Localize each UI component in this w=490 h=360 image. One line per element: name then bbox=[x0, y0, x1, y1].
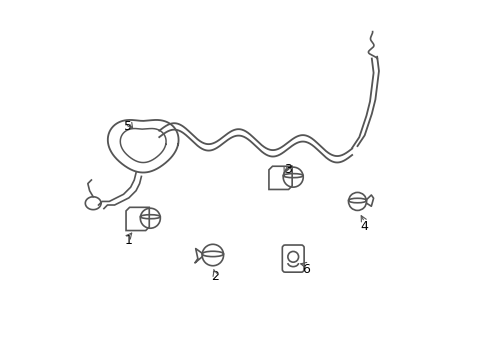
Text: 3: 3 bbox=[284, 163, 292, 176]
Text: 2: 2 bbox=[211, 270, 219, 283]
Text: 6: 6 bbox=[302, 263, 310, 276]
Text: 5: 5 bbox=[124, 120, 132, 133]
Text: 4: 4 bbox=[361, 220, 368, 233]
Text: 1: 1 bbox=[125, 234, 133, 247]
